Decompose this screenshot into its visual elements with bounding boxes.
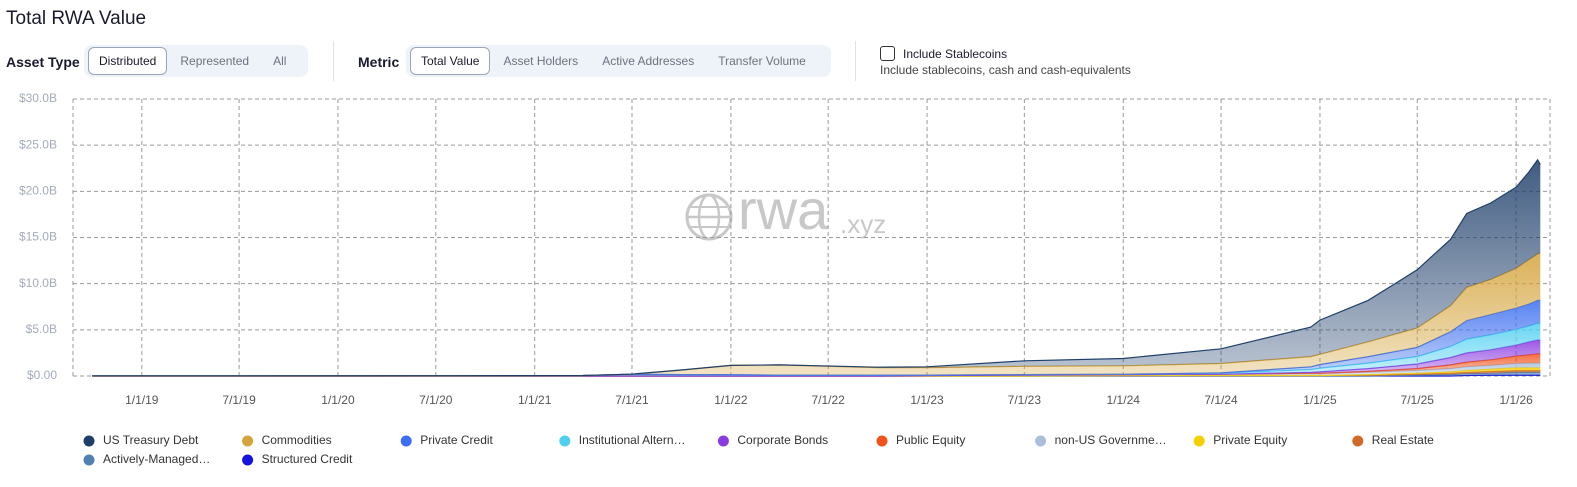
area-edge	[92, 158, 1541, 377]
separator	[855, 41, 856, 81]
x-tick-label: 7/1/25	[1401, 393, 1435, 407]
stablecoins-checkbox[interactable]	[880, 46, 895, 61]
watermark-suffix: .xyz	[840, 209, 886, 239]
x-tick-label: 1/1/26	[1499, 393, 1533, 407]
y-tick-label: $25.0B	[19, 137, 57, 151]
metric-label: Metric	[358, 54, 400, 70]
legend-label[interactable]: Private Credit	[420, 433, 493, 447]
legend-marker	[242, 435, 254, 447]
area	[92, 253, 1541, 376]
legend-marker	[83, 454, 95, 466]
x-tick-label: 1/1/25	[1303, 393, 1337, 407]
stablecoins-description: Include stablecoins, cash and cash-equiv…	[880, 63, 1131, 77]
stablecoins-label[interactable]: Include Stablecoins	[903, 47, 1008, 61]
legend-marker	[1193, 435, 1205, 447]
metric-option[interactable]: Transfer Volume	[718, 54, 806, 68]
legend-marker	[1035, 435, 1047, 447]
y-tick-label: $15.0B	[19, 230, 57, 244]
legend-label[interactable]: Private Equity	[1213, 433, 1287, 447]
x-tick-label: 1/1/24	[1107, 393, 1141, 407]
x-tick-label: 7/1/24	[1204, 393, 1238, 407]
x-tick-label: 1/1/19	[125, 393, 159, 407]
y-tick-label: $5.0B	[26, 322, 57, 336]
x-tick-label: 7/1/19	[222, 393, 256, 407]
separator	[333, 41, 334, 81]
y-tick-label: $0.00	[27, 368, 57, 382]
y-tick-label: $10.0B	[19, 276, 57, 290]
x-tick-label: 1/1/21	[518, 393, 552, 407]
metric-group: Total Value Asset Holders Active Address…	[406, 45, 831, 77]
y-tick-label: $20.0B	[19, 184, 57, 198]
asset-type-option[interactable]: All	[273, 54, 287, 68]
x-tick-label: 7/1/21	[615, 393, 649, 407]
metric-option[interactable]: Asset Holders	[503, 54, 579, 68]
area	[92, 370, 1541, 376]
asset-type-label: Asset Type	[6, 54, 80, 70]
x-tick-label: 7/1/22	[811, 393, 845, 407]
x-tick-label: 1/1/23	[910, 393, 944, 407]
asset-type-group: Distributed Represented All	[84, 45, 308, 77]
metric-option[interactable]: Total Value	[410, 47, 491, 75]
x-tick-label: 1/1/22	[714, 393, 748, 407]
y-tick-label: $30.0B	[19, 91, 57, 105]
legend-label[interactable]: Institutional Altern…	[579, 433, 686, 447]
asset-type-option[interactable]: Distributed	[88, 47, 168, 75]
watermark: rwa	[738, 178, 829, 241]
legend-marker	[1352, 435, 1364, 447]
legend-marker	[400, 435, 412, 447]
legend-marker	[83, 435, 95, 447]
legend-label[interactable]: Corporate Bonds	[737, 433, 828, 447]
legend-marker	[242, 454, 254, 466]
legend-label[interactable]: Real Estate	[1372, 433, 1434, 447]
legend-label[interactable]: Actively-Managed…	[103, 452, 210, 466]
legend-label[interactable]: non-US Governme…	[1055, 433, 1167, 447]
x-tick-label: 1/1/20	[321, 393, 355, 407]
x-tick-label: 7/1/20	[419, 393, 453, 407]
asset-type-option[interactable]: Represented	[180, 54, 250, 68]
x-tick-label: 7/1/23	[1008, 393, 1042, 407]
legend-marker	[559, 435, 571, 447]
page-title: Total RWA Value	[6, 8, 147, 29]
legend-label[interactable]: Public Equity	[896, 433, 965, 447]
legend-marker	[717, 435, 729, 447]
legend-label[interactable]: US Treasury Debt	[103, 433, 199, 447]
legend-label[interactable]: Commodities	[262, 433, 332, 447]
legend-marker	[876, 435, 888, 447]
legend-label[interactable]: Structured Credit	[262, 452, 353, 466]
metric-option[interactable]: Active Addresses	[602, 54, 695, 68]
